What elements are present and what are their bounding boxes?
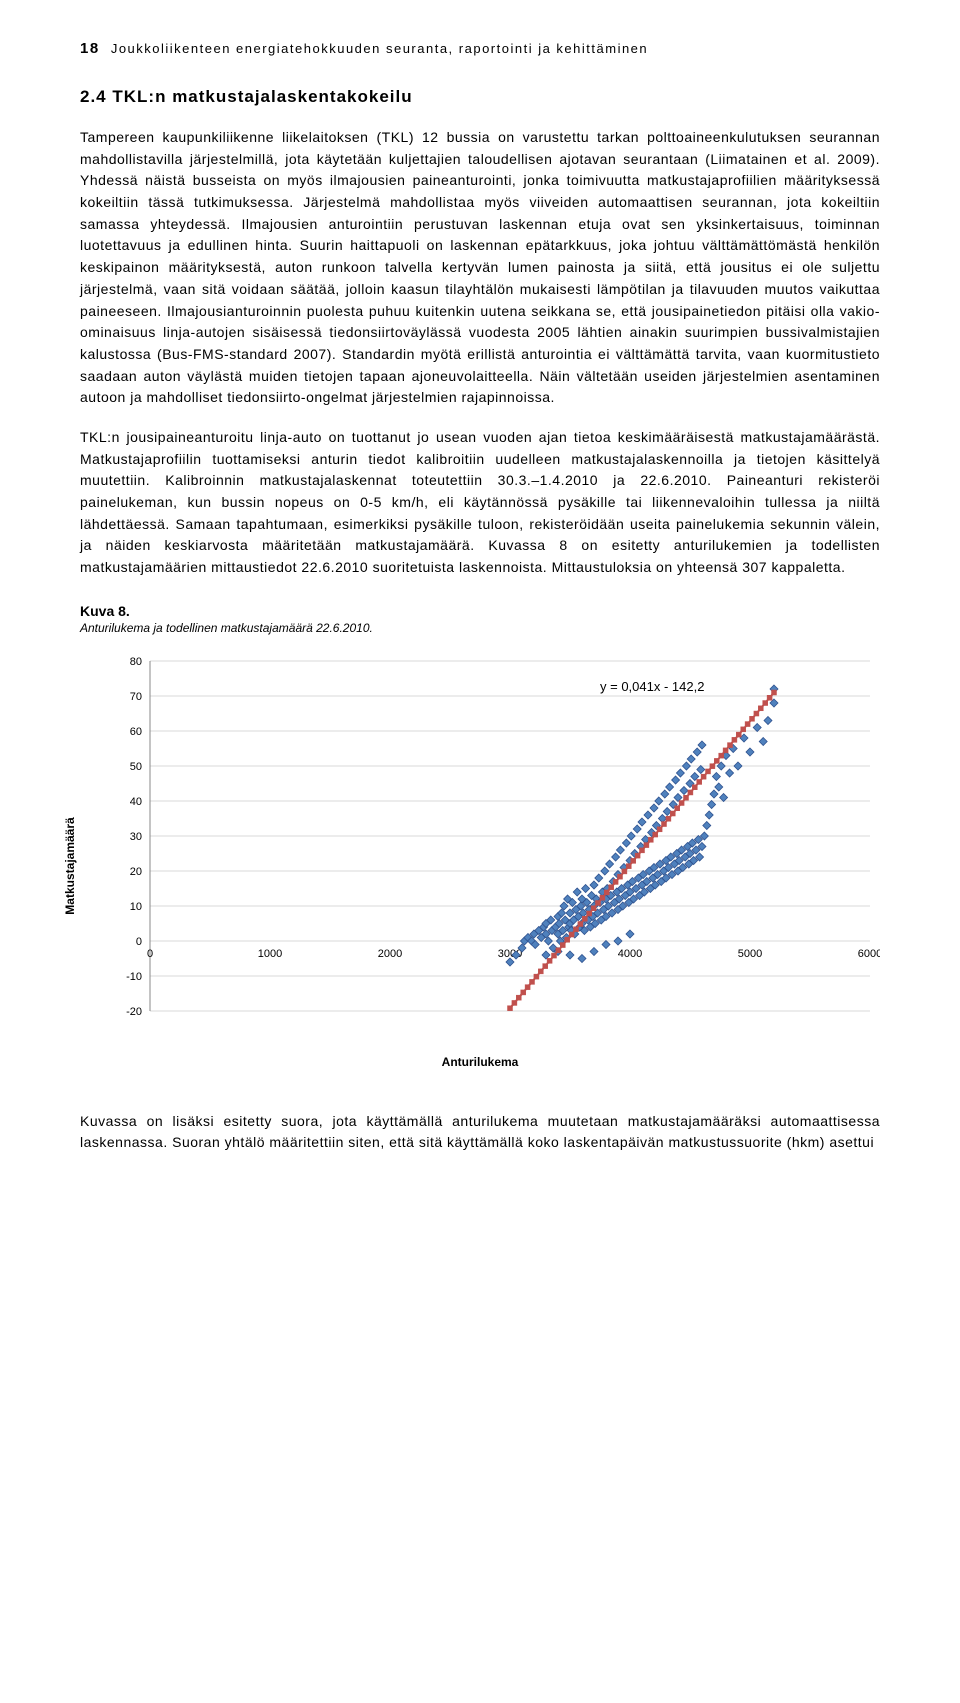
paragraph-2: TKL:n jousipaineanturoitu linja-auto on …	[80, 427, 880, 579]
svg-text:10: 10	[130, 901, 142, 913]
svg-text:40: 40	[130, 796, 142, 808]
svg-text:60: 60	[130, 726, 142, 738]
chart-svg: 0100020003000400050006000-20-10010203040…	[80, 651, 880, 1051]
svg-text:2000: 2000	[378, 948, 402, 960]
svg-text:5000: 5000	[738, 948, 762, 960]
svg-text:20: 20	[130, 866, 142, 878]
figure-label: Kuva 8.	[80, 603, 880, 619]
svg-text:y = 0,041x - 142,2: y = 0,041x - 142,2	[600, 679, 704, 694]
section-heading: 2.4 TKL:n matkustajalaskentakokeilu	[80, 87, 880, 107]
svg-text:1000: 1000	[258, 948, 282, 960]
paragraph-1: Tampereen kaupunkiliikenne liikelaitokse…	[80, 127, 880, 409]
svg-text:6000: 6000	[858, 948, 880, 960]
svg-text:50: 50	[130, 761, 142, 773]
scatter-chart: Matkustajamäärä 010002000300040005000600…	[80, 651, 880, 1081]
svg-text:30: 30	[130, 831, 142, 843]
section-number: 2.4	[80, 87, 107, 106]
y-axis-label: Matkustajamäärä	[63, 817, 77, 914]
svg-text:80: 80	[130, 656, 142, 668]
svg-text:0: 0	[136, 936, 142, 948]
svg-text:0: 0	[147, 948, 153, 960]
svg-text:-20: -20	[126, 1006, 142, 1018]
section-title: TKL:n matkustajalaskentakokeilu	[112, 87, 412, 106]
svg-text:70: 70	[130, 691, 142, 703]
figure-caption: Anturilukema ja todellinen matkustajamää…	[80, 621, 880, 635]
x-axis-label: Anturilukema	[80, 1055, 880, 1069]
paragraph-3: Kuvassa on lisäksi esitetty suora, jota …	[80, 1111, 880, 1154]
page: 18 Joukkoliikenteen energiatehokkuuden s…	[0, 0, 960, 1212]
page-number: 18	[80, 40, 100, 57]
running-title: Joukkoliikenteen energiatehokkuuden seur…	[111, 41, 648, 56]
running-header: 18 Joukkoliikenteen energiatehokkuuden s…	[80, 40, 880, 57]
svg-text:-10: -10	[126, 971, 142, 983]
svg-text:4000: 4000	[618, 948, 642, 960]
